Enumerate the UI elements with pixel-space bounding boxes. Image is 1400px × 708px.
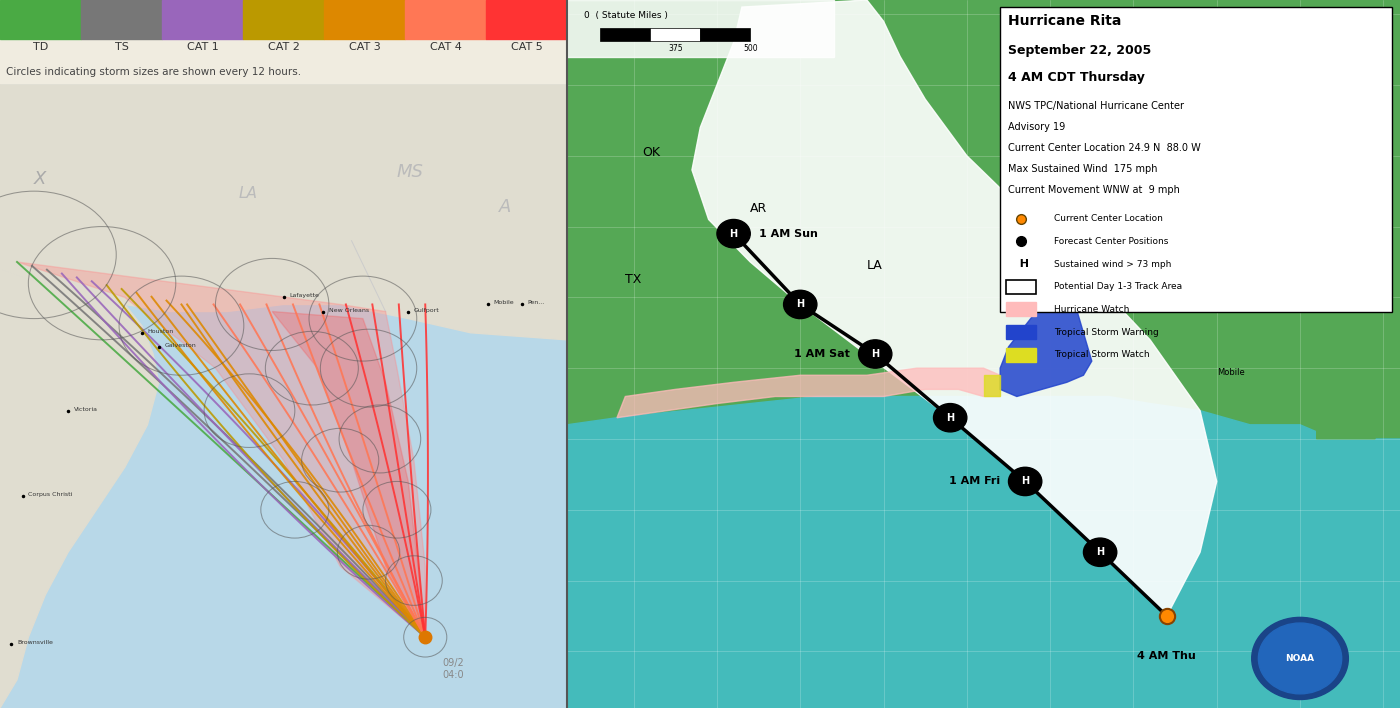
Text: 4 AM Thu: 4 AM Thu <box>1137 651 1196 661</box>
Text: Current Center Location 24.9 N  88.0 W: Current Center Location 24.9 N 88.0 W <box>1008 143 1201 153</box>
Bar <box>650 28 700 41</box>
Bar <box>1007 302 1036 316</box>
Bar <box>1000 7 1392 312</box>
Text: CAT 2: CAT 2 <box>267 42 300 52</box>
Text: 1 AM Sat: 1 AM Sat <box>794 349 850 359</box>
Text: NWS TPC/National Hurricane Center: NWS TPC/National Hurricane Center <box>1008 101 1184 110</box>
Polygon shape <box>0 85 567 340</box>
Text: FL: FL <box>1324 273 1340 286</box>
Text: Lafayette: Lafayette <box>290 293 319 298</box>
Text: 500: 500 <box>743 44 757 53</box>
Text: TS: TS <box>115 42 129 52</box>
Bar <box>405 0 486 39</box>
Text: New Orleans: New Orleans <box>329 307 370 312</box>
Polygon shape <box>983 375 1000 396</box>
Text: H: H <box>871 349 879 359</box>
Bar <box>601 28 650 41</box>
Bar <box>1007 348 1036 362</box>
Text: 1 AM Fri: 1 AM Fri <box>949 476 1000 486</box>
Text: Galveston: Galveston <box>164 343 196 348</box>
Bar <box>486 0 567 39</box>
Bar <box>567 0 833 57</box>
Bar <box>1007 325 1036 339</box>
Text: 1 AM Sun: 1 AM Sun <box>759 229 818 239</box>
Text: A: A <box>498 198 511 217</box>
Text: Gulfport: Gulfport <box>414 307 440 312</box>
Text: H: H <box>1021 476 1029 486</box>
Text: Current Center Location: Current Center Location <box>1054 215 1163 223</box>
Text: H: H <box>946 413 955 423</box>
Text: Circles indicating storm sizes are shown every 12 hours.: Circles indicating storm sizes are shown… <box>6 67 301 77</box>
Circle shape <box>934 404 967 432</box>
Text: 0  ( Statute Miles ): 0 ( Statute Miles ) <box>584 11 668 20</box>
Polygon shape <box>567 396 1400 708</box>
Text: MS: MS <box>1042 231 1061 244</box>
Text: TD: TD <box>32 42 48 52</box>
Text: MS: MS <box>398 163 424 181</box>
Bar <box>244 0 323 39</box>
Bar <box>81 0 162 39</box>
Text: 375: 375 <box>668 44 683 53</box>
Text: Current Movement WNW at  9 mph: Current Movement WNW at 9 mph <box>1008 185 1180 195</box>
Circle shape <box>1252 617 1348 700</box>
Circle shape <box>858 340 892 368</box>
Bar <box>0 0 81 39</box>
Text: CAT 5: CAT 5 <box>511 42 542 52</box>
Text: Max Sustained Wind  175 mph: Max Sustained Wind 175 mph <box>1008 164 1158 174</box>
Text: LA: LA <box>867 259 882 272</box>
Polygon shape <box>0 85 158 708</box>
Bar <box>700 28 750 41</box>
Text: LA: LA <box>238 186 258 201</box>
Circle shape <box>1008 467 1042 496</box>
Polygon shape <box>272 312 426 637</box>
Bar <box>162 0 244 39</box>
Text: OK: OK <box>643 146 659 159</box>
Circle shape <box>717 219 750 248</box>
Text: CAT 4: CAT 4 <box>430 42 462 52</box>
Polygon shape <box>692 0 1217 616</box>
Circle shape <box>784 290 818 319</box>
Text: NOAA: NOAA <box>1285 654 1315 663</box>
Text: H: H <box>1096 547 1105 557</box>
Text: CAT 1: CAT 1 <box>186 42 218 52</box>
Text: Tropical Storm Watch: Tropical Storm Watch <box>1054 350 1149 359</box>
Text: X: X <box>34 170 46 188</box>
Text: Mobile: Mobile <box>493 300 514 305</box>
Text: 4 AM CDT Thursday: 4 AM CDT Thursday <box>1008 71 1145 84</box>
Circle shape <box>1084 538 1117 566</box>
Text: 09/2
04:0: 09/2 04:0 <box>442 658 463 680</box>
Text: CAT 3: CAT 3 <box>349 42 381 52</box>
Text: AR: AR <box>750 202 767 215</box>
Circle shape <box>1259 623 1341 694</box>
Text: Hurricane Watch: Hurricane Watch <box>1054 305 1130 314</box>
Polygon shape <box>1000 290 1092 396</box>
Text: Potential Day 1-3 Track Area: Potential Day 1-3 Track Area <box>1054 282 1183 291</box>
Bar <box>0 85 567 708</box>
Text: Houston: Houston <box>147 329 174 333</box>
Text: Advisory 19: Advisory 19 <box>1008 122 1065 132</box>
Text: Corpus Christi: Corpus Christi <box>28 491 73 496</box>
Text: Sustained wind > 73 mph: Sustained wind > 73 mph <box>1054 260 1172 268</box>
Text: TX: TX <box>626 273 641 286</box>
Text: Tropical Storm Warning: Tropical Storm Warning <box>1054 328 1159 336</box>
Bar <box>323 0 405 39</box>
Text: H: H <box>729 229 738 239</box>
Text: Mobile: Mobile <box>1217 368 1245 377</box>
Text: Hurricane Rita: Hurricane Rita <box>1008 14 1121 28</box>
Text: Forecast Center Positions: Forecast Center Positions <box>1054 237 1169 246</box>
Text: September 22, 2005: September 22, 2005 <box>1008 44 1152 57</box>
Text: Victoria: Victoria <box>74 406 98 411</box>
Text: Pen...: Pen... <box>528 300 545 305</box>
Text: H: H <box>1012 259 1029 269</box>
Polygon shape <box>1316 241 1375 439</box>
Polygon shape <box>17 262 426 637</box>
Polygon shape <box>617 368 1000 418</box>
Text: Brownsville: Brownsville <box>17 640 53 645</box>
Text: H: H <box>797 299 805 309</box>
